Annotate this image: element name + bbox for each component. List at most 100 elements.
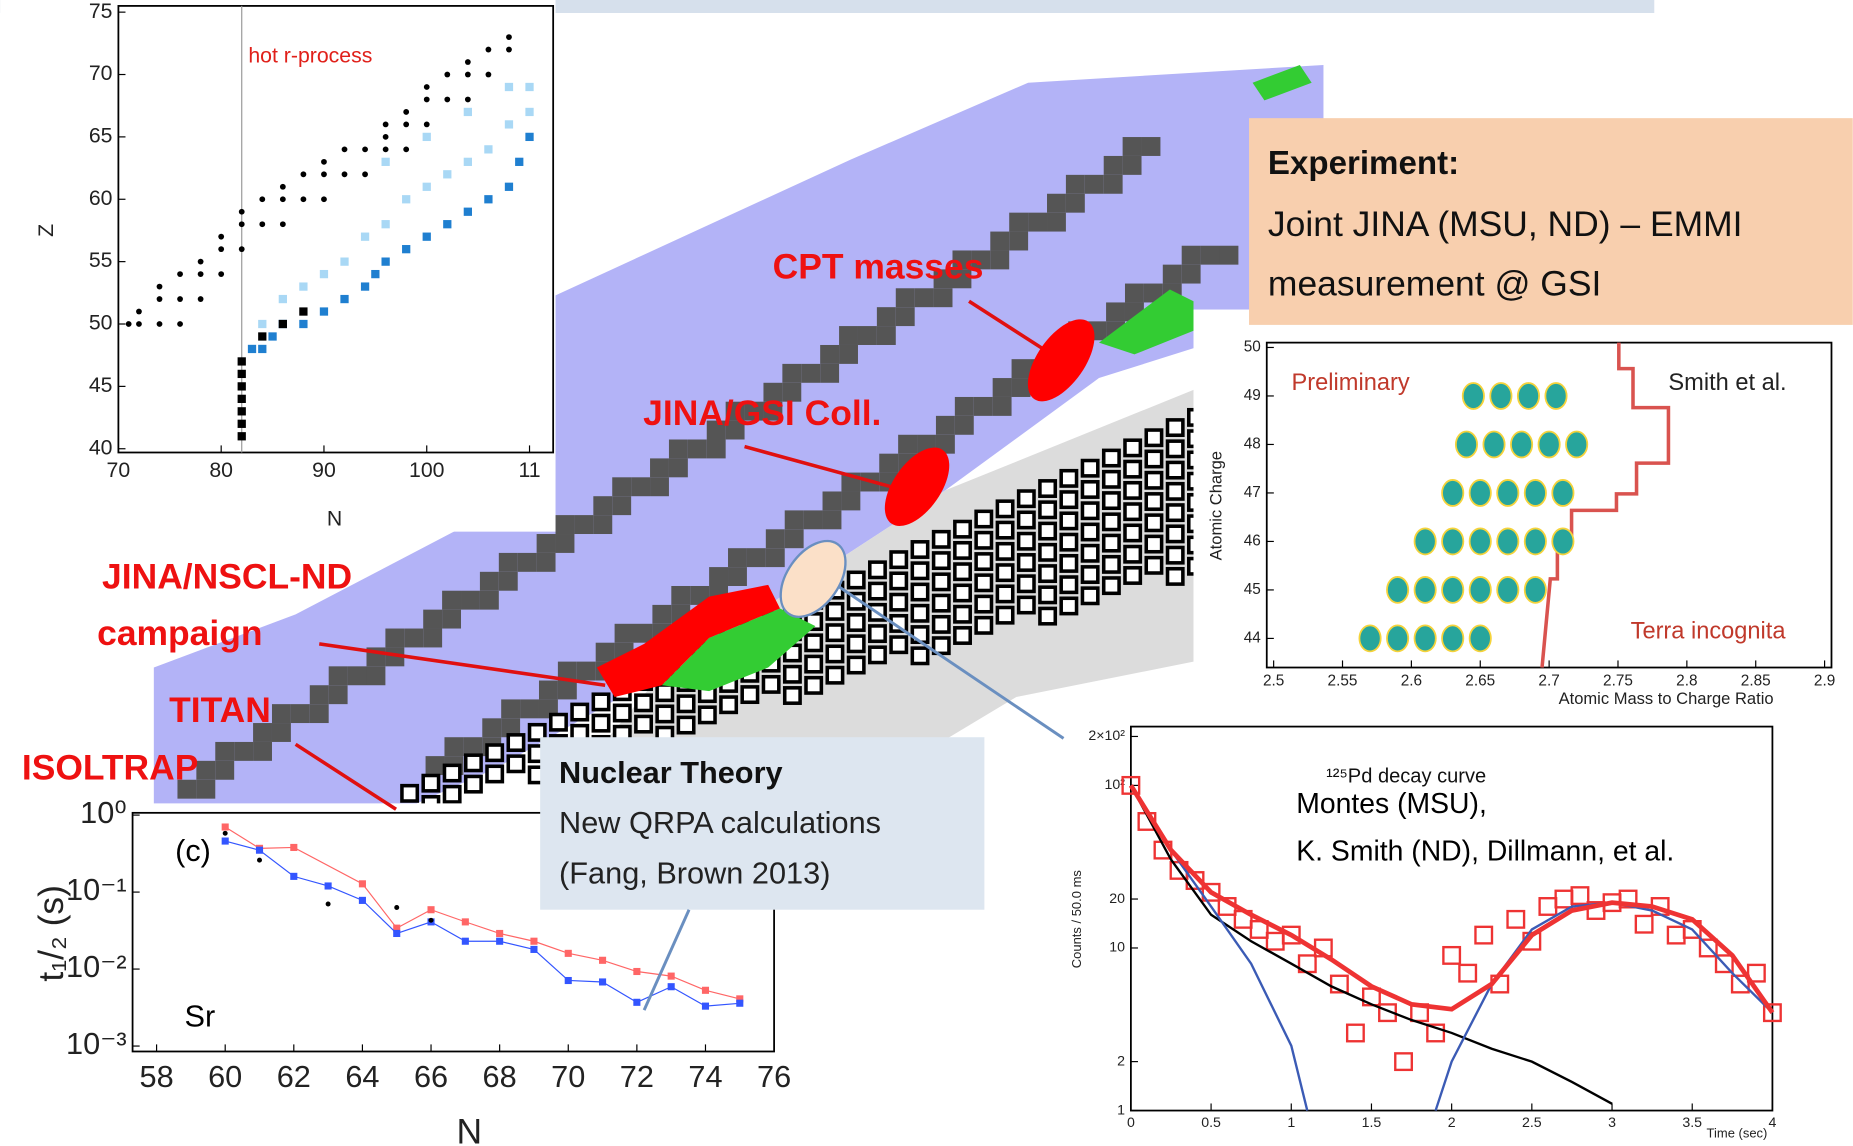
x-tick-label: 2.9	[1814, 672, 1835, 689]
stable-isotope	[993, 397, 1012, 416]
point	[444, 97, 450, 103]
y-tick-label: 50	[1244, 339, 1261, 356]
point	[218, 271, 224, 277]
measured-box	[1040, 545, 1055, 560]
measured-box	[849, 657, 864, 672]
measured-box	[657, 685, 672, 700]
stable-isotope	[518, 553, 537, 572]
page: {"chart_data": [ {"type": "scatter", "xl…	[0, 0, 1853, 1146]
y-tick-label: 44	[1244, 629, 1262, 646]
point	[1490, 383, 1511, 409]
stable-isotope	[839, 326, 858, 345]
point	[515, 158, 523, 166]
point	[362, 171, 368, 177]
measured-box	[678, 717, 693, 732]
stable-isotope	[1182, 265, 1201, 284]
point	[525, 133, 533, 141]
measured-box	[1168, 569, 1183, 584]
measured-box	[785, 688, 800, 703]
measured-box	[1146, 558, 1161, 573]
stable-isotope	[990, 250, 1009, 269]
measured-box	[615, 705, 630, 720]
point	[525, 83, 533, 91]
point	[565, 950, 572, 957]
annotation: Smith et al.	[1668, 370, 1786, 396]
point	[280, 196, 286, 202]
point	[259, 196, 265, 202]
point	[299, 320, 307, 328]
point	[257, 858, 262, 863]
measured-box	[1104, 472, 1119, 487]
point	[177, 296, 183, 302]
stable-isotope	[574, 515, 593, 534]
measured-box	[1168, 462, 1183, 477]
measured-box	[1082, 546, 1097, 561]
y-tick-label: 50	[89, 311, 113, 335]
point	[1518, 383, 1539, 409]
point	[1442, 480, 1463, 506]
point	[258, 345, 266, 353]
x-tick-label: 70	[107, 458, 131, 482]
measured-box	[1104, 493, 1119, 508]
measured-box	[934, 574, 949, 589]
point	[1525, 577, 1546, 603]
measured-box	[636, 695, 651, 710]
point	[383, 134, 389, 140]
point	[321, 159, 327, 165]
annotation: Sr	[185, 999, 216, 1034]
measured-box	[976, 554, 991, 569]
measured-box	[444, 765, 459, 780]
point	[359, 897, 366, 904]
point	[496, 930, 503, 937]
point	[1483, 431, 1504, 457]
point	[340, 295, 348, 303]
measured-box	[934, 617, 949, 632]
measured-box	[1168, 441, 1183, 456]
annotation: Preliminary	[1292, 370, 1410, 396]
point	[256, 847, 263, 854]
experiment-line: measurement @ GSI	[1268, 263, 1601, 303]
measured-box	[1125, 547, 1140, 562]
stable-isotope	[990, 232, 1009, 251]
stable-isotope	[1047, 213, 1066, 232]
stable-isotope	[615, 624, 634, 643]
x-tick-label: 1.5	[1362, 1115, 1382, 1131]
measured-box	[997, 522, 1012, 537]
measured-box	[955, 585, 970, 600]
measured-box	[806, 635, 821, 650]
y-tick-label: 1	[1117, 1102, 1125, 1118]
x-tick-label: 2.85	[1741, 672, 1771, 689]
x-tick-label: 2	[1448, 1115, 1456, 1131]
point	[1497, 528, 1518, 554]
label: ISOLTRAP	[22, 748, 199, 788]
y-tick-label: 2×10²	[1088, 728, 1125, 744]
y-tick-label: 47	[1244, 484, 1261, 501]
measured-box	[1019, 597, 1034, 612]
stable-isotope	[898, 435, 917, 454]
measured-box	[827, 625, 842, 640]
point	[198, 296, 204, 302]
y-tick-label: 10	[1109, 940, 1125, 956]
measured-box	[1040, 608, 1055, 623]
measured-box	[1082, 567, 1097, 582]
point	[325, 882, 332, 889]
theory-heading: Nuclear Theory	[559, 755, 783, 790]
point	[393, 930, 400, 937]
point	[136, 321, 142, 327]
point	[280, 221, 286, 227]
point	[565, 977, 572, 984]
measured-box	[466, 755, 481, 770]
x-tick-label: 60	[208, 1059, 242, 1094]
point	[394, 905, 399, 910]
measured-box	[742, 687, 757, 702]
stable-isotope	[461, 591, 480, 610]
measured-box	[487, 745, 502, 760]
x-tick-label: 90	[312, 458, 336, 482]
point	[506, 34, 512, 40]
stable-isotope	[801, 364, 820, 383]
y-tick-label: 70	[89, 61, 113, 85]
measured-box	[1061, 534, 1076, 549]
point	[238, 420, 246, 428]
stable-isotope	[480, 591, 499, 610]
measured-box	[976, 618, 991, 633]
